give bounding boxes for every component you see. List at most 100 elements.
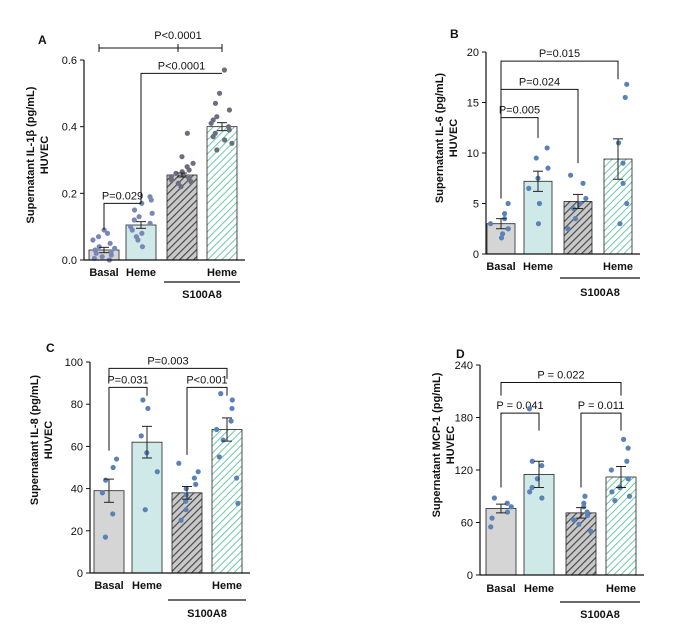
y-tick-label: 0.6 xyxy=(62,55,77,67)
data-point xyxy=(179,154,185,160)
data-point xyxy=(489,515,495,521)
data-point xyxy=(222,137,228,143)
data-point xyxy=(173,170,179,176)
data-point xyxy=(190,160,196,166)
panel-c: C Supernatant IL-8 (pg/mL) HUVEC 0 20 40… xyxy=(29,341,250,620)
data-point xyxy=(225,124,232,130)
data-point xyxy=(229,397,235,403)
panel-letter: D xyxy=(456,347,465,361)
data-point xyxy=(131,207,138,213)
p-value-labels: P = 0.041 P = 0.011 P = 0.022 xyxy=(496,370,624,413)
x-category-label: Heme xyxy=(132,580,162,592)
data-point xyxy=(529,484,535,491)
data-point xyxy=(626,493,633,499)
data-point xyxy=(539,495,545,501)
data-point xyxy=(622,94,628,101)
y-tick-label: 120 xyxy=(455,465,473,477)
data-point xyxy=(571,517,577,523)
group-label: S100A8 xyxy=(580,287,620,299)
p-value-label: P=0.005 xyxy=(499,105,540,117)
data-point xyxy=(487,221,494,227)
x-category-labels: Basal Heme Heme xyxy=(486,583,636,595)
data-point xyxy=(529,458,535,464)
data-point xyxy=(620,160,626,166)
x-category-label: Heme xyxy=(606,583,636,595)
data-point xyxy=(191,475,197,481)
data-point xyxy=(609,489,615,495)
data-point xyxy=(583,195,589,202)
data-point xyxy=(113,456,120,462)
error-bars xyxy=(99,122,227,254)
data-point xyxy=(608,467,614,473)
data-point xyxy=(183,486,189,492)
data-point xyxy=(526,185,532,191)
y-axis-label: Supernatant IL-8 (pg/mL) xyxy=(29,375,41,506)
y-axis-label: Supernatant IL-1β (pg/mL) xyxy=(25,86,37,223)
data-point xyxy=(110,511,116,517)
data-point xyxy=(212,130,218,136)
data-point xyxy=(624,81,630,87)
p-value-label: P=0.029 xyxy=(102,190,143,202)
group-label: S100A8 xyxy=(182,289,222,301)
data-point xyxy=(572,216,579,222)
y-tick-label: 0.4 xyxy=(62,122,77,134)
x-category-label: Heme xyxy=(523,261,553,273)
data-point xyxy=(624,458,630,464)
p-value-label: P=0.031 xyxy=(107,374,148,386)
y-axis-label-sub: HUVEC xyxy=(39,136,51,175)
data-point xyxy=(138,433,144,439)
data-point xyxy=(498,235,505,241)
p-value-labels: P=0.029 P<0.0001 P<0.0001 xyxy=(102,30,205,202)
data-point xyxy=(212,100,219,106)
data-points xyxy=(99,391,241,540)
x-category-label: Heme xyxy=(212,580,242,592)
data-point xyxy=(229,405,235,412)
data-point xyxy=(499,231,506,237)
data-point xyxy=(183,498,189,504)
data-point xyxy=(581,500,587,506)
y-tick-label: 0.2 xyxy=(62,188,77,200)
data-point xyxy=(508,504,514,510)
bar xyxy=(523,473,555,576)
p-value-labels: P=0.031 P<0.001 P=0.003 xyxy=(107,355,227,386)
y-tick-label: 20 xyxy=(71,526,83,538)
data-points xyxy=(488,406,633,534)
data-point xyxy=(184,130,190,136)
bar xyxy=(523,180,553,255)
x-category-label: Heme xyxy=(207,267,237,279)
data-point xyxy=(139,244,146,250)
group-label: S100A8 xyxy=(580,609,620,621)
data-point xyxy=(226,107,233,113)
data-point xyxy=(127,224,134,230)
data-point xyxy=(220,437,226,443)
data-point xyxy=(617,221,623,227)
data-point xyxy=(216,90,223,96)
data-point xyxy=(233,475,240,481)
error-bars xyxy=(496,460,626,519)
bars xyxy=(485,473,637,576)
y-axis-label: Supernatant IL-6 (pg/mL) xyxy=(434,73,446,204)
data-point xyxy=(625,445,631,451)
data-point xyxy=(214,147,220,153)
data-point xyxy=(505,200,511,207)
data-point xyxy=(533,155,539,161)
data-point xyxy=(186,175,192,181)
data-point xyxy=(229,140,235,146)
data-point xyxy=(102,534,109,540)
x-category-labels: Basal Heme Heme xyxy=(89,267,237,279)
y-tick-label: 240 xyxy=(455,360,473,372)
data-point xyxy=(112,245,118,251)
comparison-bracket xyxy=(186,386,228,455)
p-value-label: P = 0.041 xyxy=(496,400,543,412)
data-point xyxy=(139,230,145,236)
data-point xyxy=(216,454,222,460)
data-point xyxy=(612,498,618,504)
group-label: S100A8 xyxy=(187,608,227,620)
data-point xyxy=(90,237,96,243)
y-tick-label: 0.0 xyxy=(62,255,77,267)
y-tick-label: 100 xyxy=(65,357,83,369)
y-tick-label: 0 xyxy=(473,249,479,261)
y-tick-label: 0 xyxy=(77,568,83,580)
comparison-bracket xyxy=(108,367,228,379)
panel-d: D Supernatant MCP-1 (pg/mL) HUVEC 0 60 1… xyxy=(431,347,644,621)
